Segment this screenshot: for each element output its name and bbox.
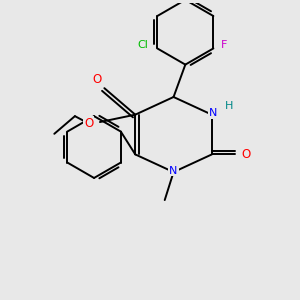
Text: Cl: Cl bbox=[138, 40, 148, 50]
Text: H: H bbox=[225, 101, 234, 111]
Text: N: N bbox=[209, 108, 218, 118]
Text: O: O bbox=[92, 73, 102, 86]
Text: O: O bbox=[241, 148, 250, 161]
Text: N: N bbox=[169, 166, 178, 176]
Text: F: F bbox=[220, 40, 227, 50]
Text: O: O bbox=[84, 117, 93, 130]
